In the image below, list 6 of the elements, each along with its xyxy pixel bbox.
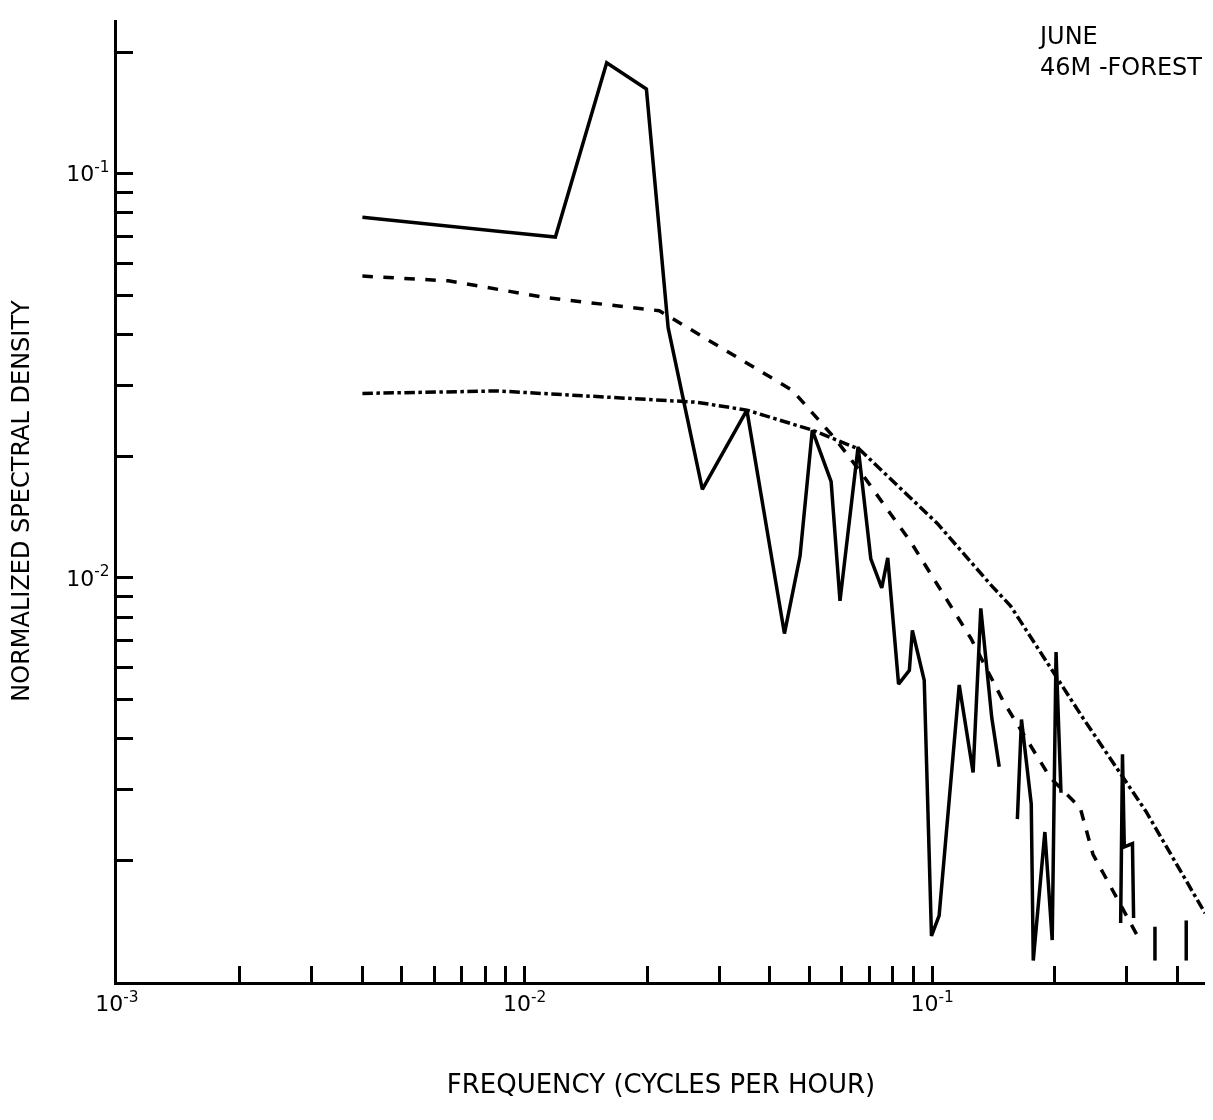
- x-tick-label: 10$^{-3}$: [95, 988, 139, 1017]
- x-tick-label: 10$^{-2}$: [502, 988, 547, 1017]
- annotation: JUNE 46M -FOREST: [1038, 22, 1203, 82]
- x-tick-label: 10$^{-1}$: [910, 988, 954, 1017]
- y-axis-title: NORMALIZED SPECTRAL DENSITY: [7, 299, 36, 702]
- x-axis-title: FREQUENCY (CYCLES PER HOUR): [446, 1069, 876, 1100]
